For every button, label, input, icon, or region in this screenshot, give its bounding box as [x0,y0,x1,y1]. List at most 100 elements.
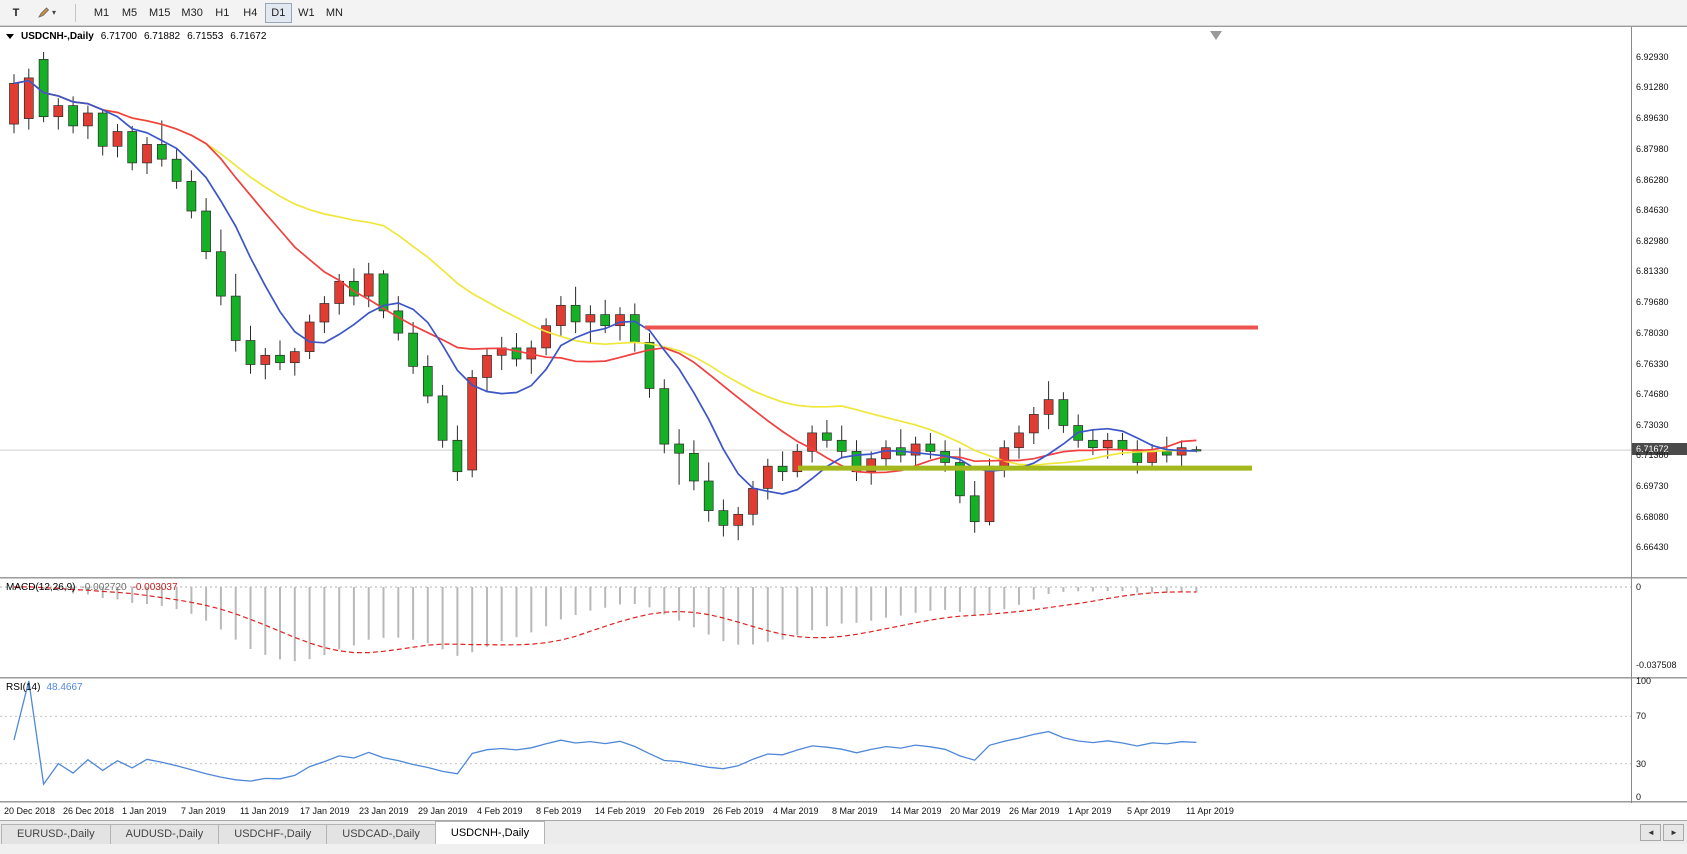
draw-tool-button[interactable]: ▾ [30,3,63,23]
chart-tab-usdcad[interactable]: USDCAD-,Daily [326,824,436,844]
panel-separator[interactable] [0,801,1687,803]
candle [851,440,862,481]
timeframe-button-h4[interactable]: H4 [237,3,264,23]
chart-tab-audusd[interactable]: AUDUSD-,Daily [109,824,220,844]
candle [718,499,729,537]
timeframe-button-d1[interactable]: D1 [264,2,292,23]
date-label: 17 Jan 2019 [300,806,350,816]
candle [570,286,581,334]
macd-scale-zero: 0 [1636,582,1642,592]
candle [452,425,463,481]
date-label: 4 Feb 2019 [477,806,523,816]
timeframe-button-m15[interactable]: M15 [144,3,175,23]
close-value: 6.71672 [230,31,267,42]
candle [245,325,256,374]
candle [422,355,433,404]
candle [156,120,167,167]
candle [496,336,507,371]
chart-dropdown-icon[interactable] [6,34,14,39]
chart-symbol-label: USDCNH-,Daily [21,31,94,42]
candle [600,299,611,334]
price-axis-label: 6.78030 [1636,328,1669,338]
price-axis-label: 6.66430 [1636,542,1669,552]
candle [674,429,684,485]
candle [38,52,49,123]
panel-separator[interactable] [0,677,1687,679]
chart-shift-marker-icon[interactable] [1210,31,1222,40]
candle [807,425,817,463]
timeframe-button-m30[interactable]: M30 [176,3,207,23]
rsi-panel[interactable] [0,679,1631,801]
candle [541,318,551,356]
tab-scroll-controls: ◄ ► [1640,824,1687,844]
text-tool-button[interactable]: T [4,3,28,23]
timeframe-bar: M1 M5 M15 M30 H1 H4 D1 W1 MN [88,2,348,23]
date-label: 8 Feb 2019 [536,806,582,816]
date-label: 1 Jan 2019 [122,806,167,816]
candle [378,270,389,319]
chart-tab-usdcnh[interactable]: USDCNH-,Daily [434,821,546,844]
candle [881,440,891,470]
price-axis-label: 6.69730 [1636,481,1669,491]
price-axis-label: 6.89630 [1636,113,1669,123]
price-scale[interactable]: 6.71672 0 -0.037508 100 70 30 0 6.92930 6… [1631,27,1687,803]
candle [142,137,152,174]
candle [969,481,980,533]
price-axis-label: 6.91280 [1636,82,1669,92]
candle [556,296,566,337]
candle [260,347,271,380]
candle [112,124,123,158]
candle [733,506,744,541]
current-price-badge: 6.71672 [1632,443,1687,455]
candle [467,370,478,478]
candle [659,379,670,454]
price-axis-label: 6.73030 [1636,420,1669,430]
macd-scale-min: -0.037508 [1636,660,1677,670]
candle [201,198,211,260]
price-axis-label: 6.82980 [1636,236,1669,246]
rsi-name: RSI(14) [6,682,41,693]
tab-scroll-right-button[interactable]: ► [1663,824,1684,841]
candle [585,305,596,343]
date-label: 14 Feb 2019 [595,806,646,816]
date-label: 1 Apr 2019 [1068,806,1112,816]
timeframe-button-mn[interactable]: MN [321,3,348,23]
candle [53,98,64,130]
price-axis-label: 6.87980 [1636,144,1669,154]
price-axis-label: 6.84630 [1636,205,1669,215]
candle [1014,425,1024,459]
date-label: 5 Apr 2019 [1127,806,1171,816]
rsi-scale-0: 0 [1636,792,1642,802]
price-axis-label: 6.74680 [1636,389,1669,399]
timeframe-button-w1[interactable]: W1 [293,3,320,23]
candle [482,347,492,393]
date-label: 8 Mar 2019 [832,806,878,816]
date-axis[interactable]: 20 Dec 2018 26 Dec 2018 1 Jan 2019 7 Jan 20… [0,803,1631,821]
candle [615,307,625,341]
timeframe-button-h1[interactable]: H1 [209,3,236,23]
chart-tab-bar: EURUSD-,Daily AUDUSD-,Daily USDCHF-,Daily U… [0,820,1687,844]
candle [1028,407,1039,444]
chart-tab-usdchf[interactable]: USDCHF-,Daily [218,824,328,844]
candle [186,170,197,219]
candle [1102,432,1113,459]
price-axis-label: 6.71380 [1636,450,1669,460]
chart-tab-eurusd[interactable]: EURUSD-,Daily [1,824,111,844]
timeframe-button-m5[interactable]: M5 [116,3,143,23]
candle [777,451,788,481]
tab-scroll-left-button[interactable]: ◄ [1640,824,1661,841]
top-toolbar: T ▾ M1 M5 M15 M30 H1 H4 D1 W1 MN [0,0,1687,26]
candle [762,458,773,500]
candle [895,429,906,463]
timeframe-button-m1[interactable]: M1 [88,3,115,23]
candle [171,148,182,189]
price-chart[interactable] [0,27,1631,577]
date-label: 20 Feb 2019 [654,806,705,816]
candle [408,322,418,374]
price-axis-label: 6.79680 [1636,297,1669,307]
panel-separator[interactable] [0,577,1687,579]
candle [792,444,803,478]
macd-signal-line [13,586,1197,654]
macd-panel[interactable] [0,579,1631,677]
